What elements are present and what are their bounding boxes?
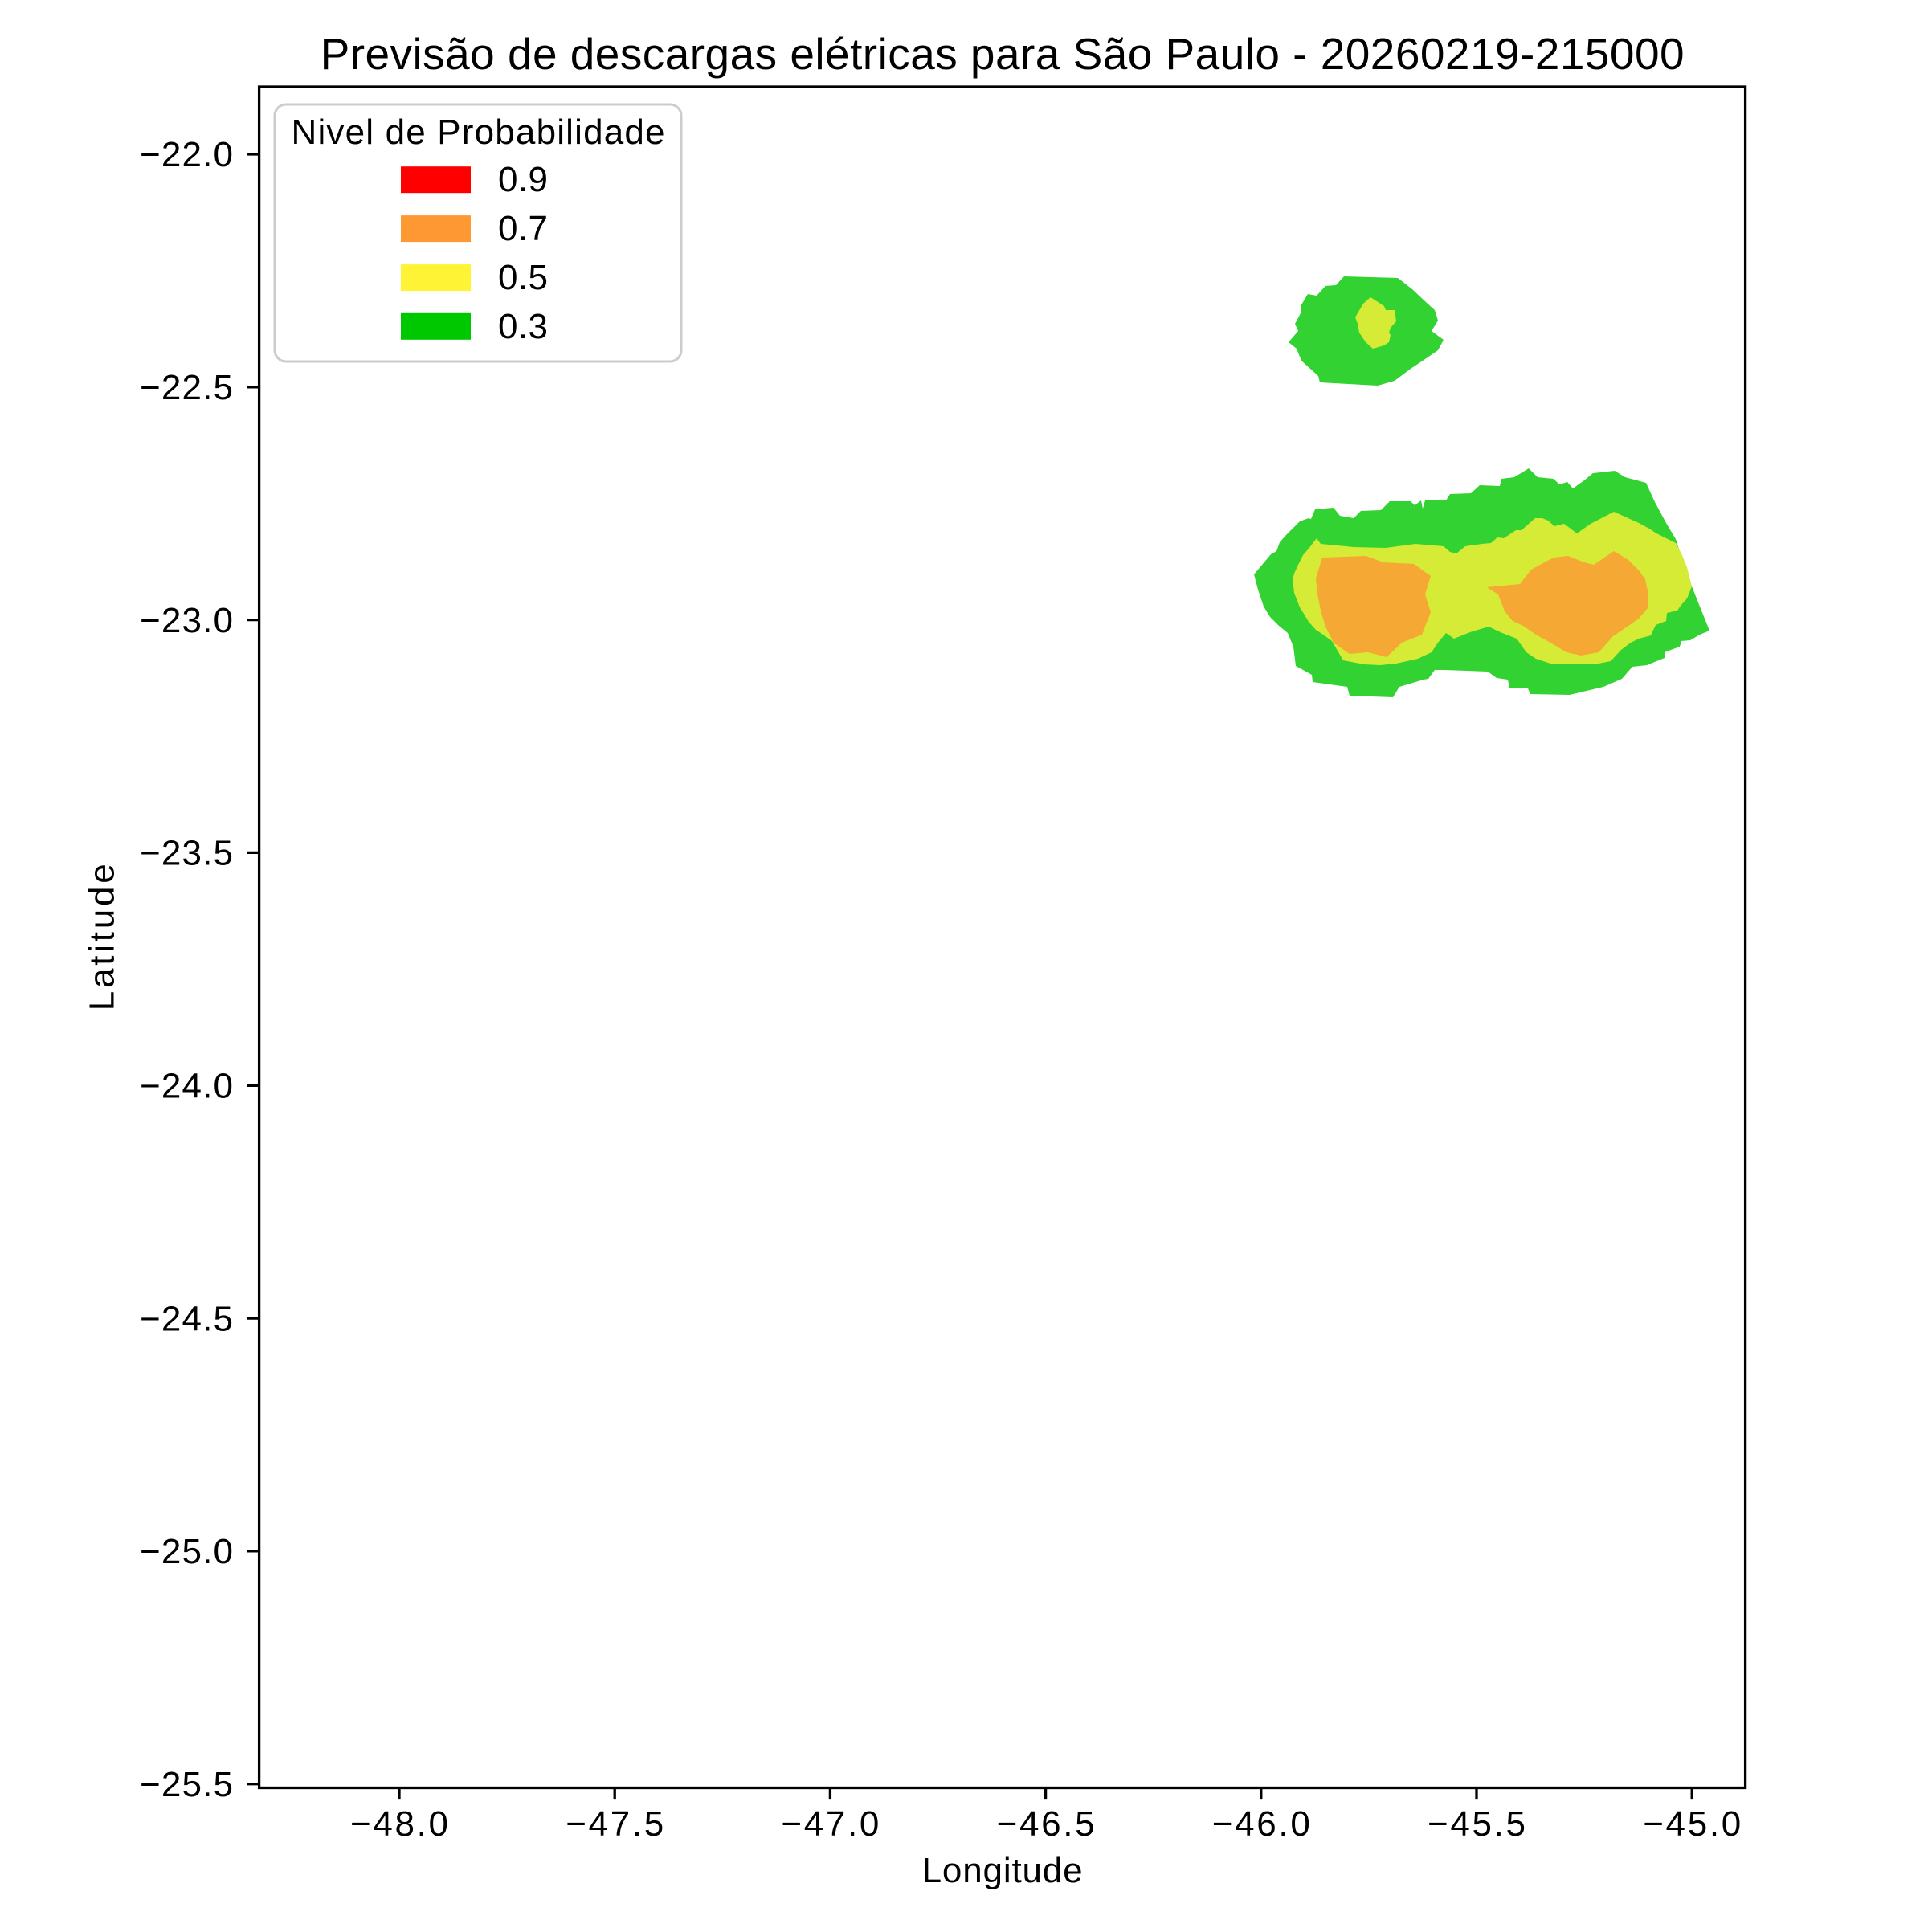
svg-text:Previsão de descargas elétrica: Previsão de descargas elétricas para São… [321,29,1685,79]
svg-text:0.7: 0.7 [498,209,548,248]
svg-text:−23.5: −23.5 [140,834,233,873]
svg-text:−24.5: −24.5 [140,1299,233,1338]
svg-text:−45.0: −45.0 [1643,1804,1741,1844]
svg-text:0.9: 0.9 [498,160,548,199]
svg-text:−22.0: −22.0 [140,135,233,174]
svg-text:−25.0: −25.0 [140,1532,233,1571]
svg-text:−46.0: −46.0 [1212,1804,1310,1844]
svg-text:−25.5: −25.5 [140,1765,233,1804]
svg-text:0.3: 0.3 [498,307,548,346]
svg-text:−47.0: −47.0 [781,1804,879,1844]
svg-text:−47.5: −47.5 [566,1804,664,1844]
svg-text:−24.0: −24.0 [140,1067,233,1106]
svg-text:−23.0: −23.0 [140,601,233,640]
svg-text:Nivel de Probabilidade: Nivel de Probabilidade [292,112,665,152]
svg-text:−46.5: −46.5 [997,1804,1095,1844]
svg-text:−22.5: −22.5 [140,368,233,407]
svg-text:−48.0: −48.0 [350,1804,448,1844]
svg-text:Longitude: Longitude [922,1851,1083,1890]
svg-text:−45.5: −45.5 [1428,1804,1526,1844]
svg-text:Latitude: Latitude [83,864,122,1011]
svg-text:0.5: 0.5 [498,258,548,297]
